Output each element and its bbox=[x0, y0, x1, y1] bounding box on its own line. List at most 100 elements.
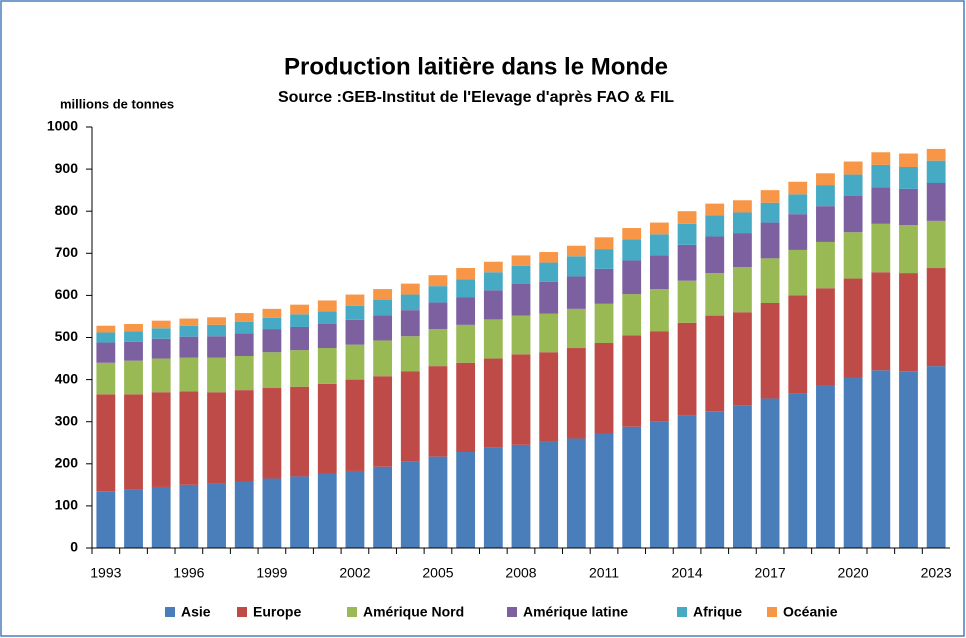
bar-segment bbox=[124, 360, 143, 395]
bar-segment bbox=[788, 214, 808, 250]
bar-segment bbox=[483, 319, 503, 359]
bar-segment bbox=[124, 489, 143, 548]
bar-segment bbox=[871, 223, 891, 273]
bar-segment bbox=[926, 148, 946, 161]
bar-segment bbox=[760, 258, 780, 303]
bar-segment bbox=[428, 275, 448, 287]
y-tick-label: 0 bbox=[70, 539, 78, 555]
bar-segment bbox=[124, 331, 143, 342]
bar-segment bbox=[843, 195, 863, 233]
y-tick-label: 800 bbox=[55, 202, 79, 218]
y-tick-label: 1000 bbox=[47, 118, 78, 134]
bar-segment bbox=[705, 236, 725, 274]
bar-segment bbox=[733, 233, 752, 268]
bar-segment bbox=[539, 313, 559, 353]
bar-segment bbox=[622, 294, 642, 336]
bar-segment bbox=[483, 261, 503, 273]
bar-segment bbox=[622, 260, 642, 295]
x-tick-label: 2014 bbox=[671, 565, 702, 581]
bar-segment bbox=[871, 272, 891, 371]
bar-segment bbox=[345, 319, 365, 345]
bar-segment bbox=[760, 302, 780, 399]
bar-segment bbox=[262, 478, 282, 548]
bar-segment bbox=[926, 160, 946, 183]
bar-segment bbox=[290, 476, 309, 548]
bar-segment bbox=[733, 312, 752, 406]
bar-segment bbox=[816, 288, 835, 386]
bar-segment bbox=[96, 394, 116, 492]
bar-segment bbox=[262, 308, 282, 318]
x-tick-label: 2005 bbox=[422, 565, 453, 581]
bar-segment bbox=[511, 255, 531, 266]
bar-segment bbox=[511, 444, 531, 548]
bar-segment bbox=[456, 279, 476, 298]
bar-segment bbox=[677, 223, 697, 245]
bar-segment bbox=[262, 388, 282, 479]
y-tick-label: 200 bbox=[55, 455, 79, 471]
bar-segment bbox=[622, 239, 642, 261]
bar-segment bbox=[428, 329, 448, 367]
bar-segment bbox=[816, 206, 835, 242]
bar-segment bbox=[926, 268, 946, 367]
bar-segment bbox=[124, 324, 143, 332]
bar-segment bbox=[594, 433, 614, 548]
bar-segment bbox=[456, 268, 476, 280]
bar-segment bbox=[816, 385, 835, 548]
bar-segment bbox=[926, 366, 946, 548]
bar-segment bbox=[290, 326, 309, 351]
bar-segment bbox=[373, 466, 393, 548]
bar-segment bbox=[400, 283, 420, 295]
bar-segment bbox=[179, 484, 199, 548]
bar-segment bbox=[151, 486, 171, 548]
legend-label: Amérique Nord bbox=[363, 604, 464, 620]
bar-segment bbox=[290, 304, 309, 315]
bar-segment bbox=[428, 366, 448, 457]
y-tick-label: 500 bbox=[55, 328, 79, 344]
bar-segment bbox=[594, 342, 614, 434]
bar-segment bbox=[788, 249, 808, 296]
bar-segment bbox=[539, 281, 559, 314]
bar-segment bbox=[677, 322, 697, 416]
bar-segment bbox=[871, 164, 891, 188]
bar-segment bbox=[760, 190, 780, 203]
bar-segment bbox=[649, 234, 669, 256]
bar-segment bbox=[733, 212, 752, 234]
bar-segment bbox=[566, 256, 586, 277]
bar-segment bbox=[373, 340, 393, 377]
bar-segment bbox=[179, 391, 199, 485]
bar-segment bbox=[317, 383, 337, 474]
bar-segment bbox=[345, 294, 365, 306]
bar-segment bbox=[733, 267, 752, 313]
bar-segment bbox=[483, 358, 503, 448]
bar-segment bbox=[234, 333, 254, 357]
bar-segment bbox=[234, 390, 254, 482]
bar-segment bbox=[594, 249, 614, 269]
bar-segment bbox=[317, 311, 337, 324]
bar-segment bbox=[843, 377, 863, 548]
legend-swatch bbox=[767, 607, 777, 617]
bar-segment bbox=[705, 273, 725, 316]
bar-segment bbox=[899, 153, 918, 167]
bar-segment bbox=[151, 392, 171, 487]
bar-segment bbox=[566, 438, 586, 548]
bar-segment bbox=[705, 315, 725, 412]
bar-segment bbox=[483, 447, 503, 548]
y-tick-label: 600 bbox=[55, 286, 79, 302]
x-tick-label: 2023 bbox=[921, 565, 952, 581]
bar-segment bbox=[400, 294, 420, 311]
bar-segment bbox=[234, 313, 254, 322]
bar-segment bbox=[345, 470, 365, 548]
bar-segment bbox=[483, 272, 503, 291]
bar-segment bbox=[151, 320, 171, 329]
bar-segment bbox=[207, 483, 226, 548]
bar-segment bbox=[151, 338, 171, 359]
bar-segment bbox=[317, 473, 337, 548]
bar-segment bbox=[428, 456, 448, 548]
bar-segment bbox=[511, 283, 531, 316]
bar-segment bbox=[317, 348, 337, 384]
y-axis-label: millions de tonnes bbox=[60, 96, 174, 111]
bar-segment bbox=[594, 303, 614, 343]
bar-segment bbox=[871, 187, 891, 224]
y-tick-label: 100 bbox=[55, 497, 79, 513]
